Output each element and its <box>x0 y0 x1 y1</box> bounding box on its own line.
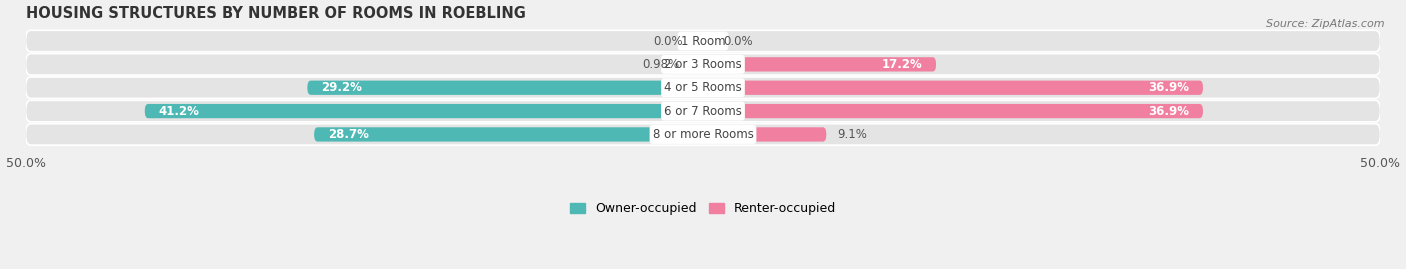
FancyBboxPatch shape <box>703 57 936 72</box>
Text: HOUSING STRUCTURES BY NUMBER OF ROOMS IN ROEBLING: HOUSING STRUCTURES BY NUMBER OF ROOMS IN… <box>25 6 526 20</box>
FancyBboxPatch shape <box>25 54 1381 75</box>
Text: 0.0%: 0.0% <box>652 34 683 48</box>
Text: 0.0%: 0.0% <box>723 34 754 48</box>
Text: 36.9%: 36.9% <box>1149 81 1189 94</box>
FancyBboxPatch shape <box>145 104 703 118</box>
FancyBboxPatch shape <box>703 104 1204 118</box>
FancyBboxPatch shape <box>25 124 1381 145</box>
FancyBboxPatch shape <box>25 77 1381 98</box>
Text: 41.2%: 41.2% <box>159 105 200 118</box>
Text: 0.98%: 0.98% <box>641 58 679 71</box>
FancyBboxPatch shape <box>25 30 1381 52</box>
Text: 8 or more Rooms: 8 or more Rooms <box>652 128 754 141</box>
Legend: Owner-occupied, Renter-occupied: Owner-occupied, Renter-occupied <box>569 202 837 215</box>
Text: 4 or 5 Rooms: 4 or 5 Rooms <box>664 81 742 94</box>
FancyBboxPatch shape <box>703 127 827 141</box>
FancyBboxPatch shape <box>314 127 703 141</box>
Text: Source: ZipAtlas.com: Source: ZipAtlas.com <box>1267 19 1385 29</box>
Text: 36.9%: 36.9% <box>1149 105 1189 118</box>
Text: 2 or 3 Rooms: 2 or 3 Rooms <box>664 58 742 71</box>
FancyBboxPatch shape <box>308 81 703 95</box>
Text: 1 Room: 1 Room <box>681 34 725 48</box>
Text: 17.2%: 17.2% <box>882 58 922 71</box>
Text: 9.1%: 9.1% <box>837 128 868 141</box>
Text: 6 or 7 Rooms: 6 or 7 Rooms <box>664 105 742 118</box>
FancyBboxPatch shape <box>25 100 1381 122</box>
Text: 28.7%: 28.7% <box>328 128 368 141</box>
FancyBboxPatch shape <box>703 81 1204 95</box>
FancyBboxPatch shape <box>690 57 703 72</box>
Text: 29.2%: 29.2% <box>321 81 361 94</box>
